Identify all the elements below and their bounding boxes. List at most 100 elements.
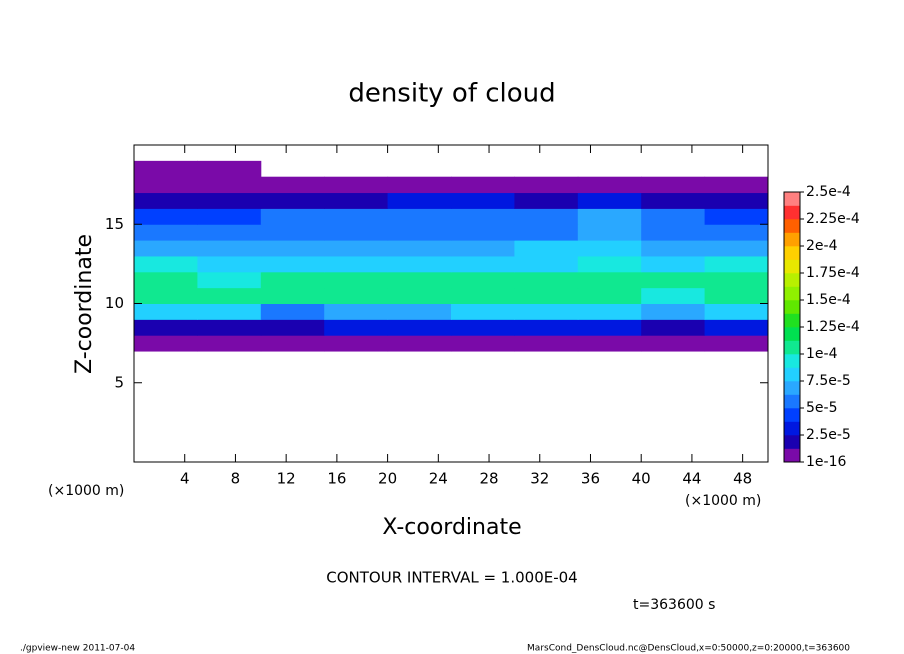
heat-cell [641,287,706,304]
heat-cell [134,176,198,194]
colorbar-band [784,381,800,395]
chart-title: density of cloud [348,79,555,109]
y-tick-label: 5 [114,373,124,391]
heat-cell [134,208,198,225]
colorbar-band [784,300,800,314]
heat-cell [260,319,325,336]
colorbar-label: 2e-4 [806,238,838,254]
heat-cell [514,271,579,289]
heat-cell [324,335,389,352]
colorbar-band [784,327,800,341]
x-tick-label: 40 [632,470,651,488]
x-tick-label: 8 [231,470,241,488]
heat-cell [387,319,452,336]
heat-cell [324,208,389,225]
heat-cell [197,319,262,336]
heat-cell [324,255,389,273]
heat-cell [514,303,579,320]
colorbar-label: 7.5e-5 [806,373,851,389]
heat-cell [704,335,769,352]
contour-annotation: CONTOUR INTERVAL = 1.000E-04 [326,569,577,587]
heat-cell [641,255,706,273]
heat-cell [197,271,262,289]
heat-cell [324,240,389,257]
heat-cell [704,224,769,241]
heat-cell [514,287,579,304]
heat-cell [451,319,515,336]
heat-cell [387,240,452,257]
heat-cell [704,176,769,194]
heat-cell [260,192,325,209]
heat-cell [641,176,706,194]
colorbar-band [784,435,800,449]
axes: 4 8 12 16 20 24 28 32 36 40 44 48510151e-162.5e-55e… [105,144,860,488]
heat-cell [451,335,515,352]
heat-cell [704,287,769,304]
heat-cell [387,208,452,225]
heat-cell [704,240,769,257]
heat-cell [134,303,198,320]
time-label: t=363600 s [633,597,715,613]
heat-cell [324,192,389,209]
colorbar-label: 5e-5 [806,400,837,416]
heat-cell [514,319,579,336]
x-tick-label: 32 [530,470,549,488]
heat-cell [134,271,198,289]
heat-cell [577,208,642,225]
heat-cell [577,176,642,194]
x-tick-label: 20 [378,470,397,488]
y-tick-label: 10 [105,294,124,312]
y-tick-label: 15 [105,215,124,233]
heat-cell [260,224,325,241]
heat-cell [324,224,389,241]
heat-cell [451,176,515,194]
heat-cell [134,240,198,257]
heat-cell [134,192,198,209]
heat-cell [324,271,389,289]
heat-cell [197,255,262,273]
heat-cell [704,192,769,209]
heat-cell [197,208,262,225]
colorbar-band [784,313,800,328]
x-tick-label: 16 [327,470,346,488]
heat-cell [577,335,642,352]
heat-cell [260,287,325,304]
heat-cell [197,224,262,241]
heat-cell [134,255,198,273]
colorbar-band [784,205,800,220]
heat-cell [577,224,642,241]
heat-cell [197,303,262,320]
heat-cell [260,255,325,273]
heat-cell [641,240,706,257]
heat-cell [387,287,452,304]
colorbar-band [784,259,800,274]
footer-left: ./gpview-new 2011-07-04 [20,644,135,654]
heat-cell [641,208,706,225]
heat-cell [134,287,198,304]
colorbar-band [784,408,800,422]
x-unit-label: (×1000 m) [685,493,761,509]
heat-cell [260,335,325,352]
heat-cell [260,240,325,257]
colorbar-label: 1.25e-4 [806,319,860,335]
heat-cell [577,287,642,304]
heat-cell [514,224,579,241]
colorbar-band [784,394,800,409]
heat-cell [577,192,642,209]
heat-cell [324,303,389,320]
heat-cell [134,160,198,178]
heat-cell [324,319,389,336]
colorbar-label: 1e-16 [806,454,846,470]
heat-cell [514,176,579,194]
heat-cell [704,303,769,320]
heat-cell [387,224,452,241]
heat-cell [641,224,706,241]
heat-cell [451,224,515,241]
x-tick-label: 48 [733,470,752,488]
heat-cell [197,160,262,178]
heat-cell [514,255,579,273]
heat-cell [451,271,515,289]
heat-cell [704,208,769,225]
heat-cell [704,255,769,273]
